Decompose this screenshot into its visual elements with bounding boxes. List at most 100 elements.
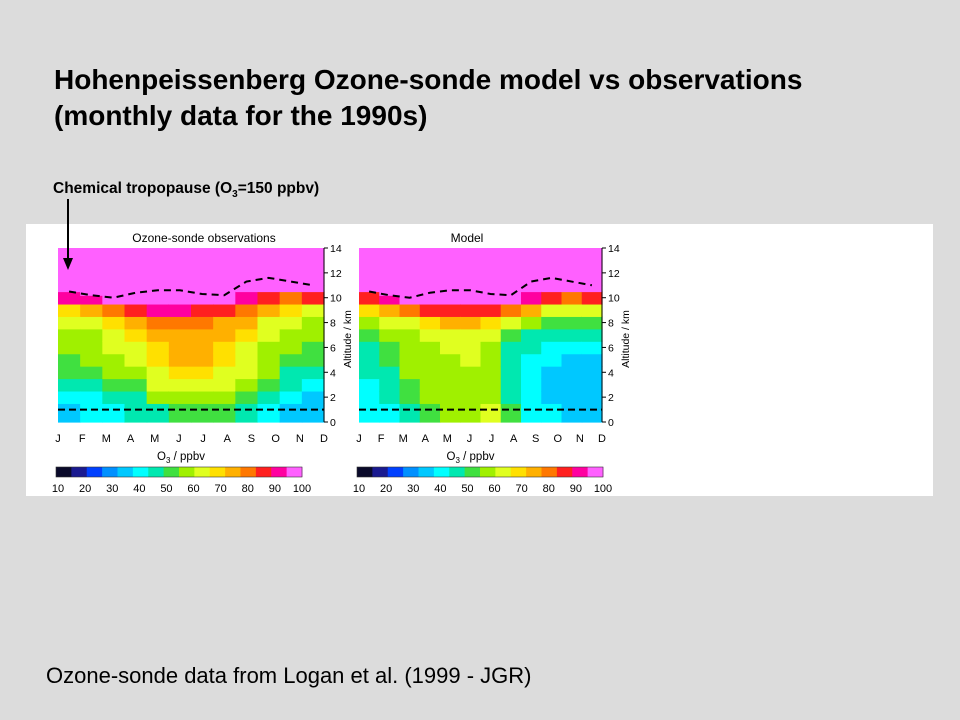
x-axis-label-post: / ppbv [460,451,495,463]
heatmap-cell [146,341,170,355]
colorbar-tick-label: 90 [269,483,281,495]
x-tick-label: J [356,433,362,445]
x-axis-label-post: / ppbv [170,451,205,463]
x-tick-label: M [443,433,452,445]
heatmap-cells [58,248,325,423]
heatmap-cell [480,353,502,367]
heatmap-cell [440,303,461,317]
y-tick-label: 8 [330,318,336,330]
colorbar-swatch [240,467,257,477]
heatmap-cell [440,390,461,404]
heatmap-cell [359,316,380,330]
heatmap-cell [80,390,103,404]
heatmap-cell [359,328,380,342]
heatmap-cell [213,366,236,380]
y-tick-label: 2 [330,392,336,404]
heatmap-cell [257,277,281,293]
heatmap-cell [80,403,103,423]
heatmap-cell [399,378,421,392]
heatmap-cell [213,341,236,355]
heatmap-cell [58,341,81,355]
x-tick-label: M [150,433,159,445]
heatmap-cell [301,316,325,330]
heatmap-cell [379,378,401,392]
heatmap-cell [168,366,192,380]
heatmap-cell [168,328,192,342]
figure-canvas: Ozone-sonde observations 0 2 4 6 8 10 12 14 Altit… [52,231,632,495]
colorbar-swatch [132,467,149,477]
colorbar-swatch [179,467,195,477]
x-tick-label: S [532,433,539,445]
heatmap-cell [279,378,303,392]
heatmap-cell [521,378,542,392]
stratosphere-cell [379,248,401,296]
heatmap-cell [521,316,542,330]
y-tick-label: 0 [330,417,336,429]
heatmap-cell [124,303,148,317]
y-tick-label: 8 [608,318,614,330]
colorbar-swatch [449,467,466,477]
heatmap-cell [235,366,259,380]
heatmap-cell [80,316,103,330]
heatmap-cell [581,328,603,342]
stratosphere-cell [301,248,325,286]
heatmap-cell [168,390,192,404]
x-tick-label: D [320,433,328,445]
x-axis-label-pre: O [157,451,166,463]
heatmap-cell [191,316,214,330]
x-axis-label-pre: O [447,451,456,463]
heatmap-cell [235,291,259,305]
heatmap-cell [399,328,421,342]
heatmap-cell [124,366,148,380]
heatmap-cell [500,303,522,317]
y-tick-label: 6 [330,342,336,354]
heatmap-cell [379,295,401,305]
heatmap-cell [146,303,170,317]
colorbar-frame [356,466,604,478]
heatmap-cell [561,316,583,330]
heatmap-cell [235,328,259,342]
heatmap-cell [301,353,325,367]
stratosphere-cell [191,248,214,295]
x-tick-label: A [127,433,135,445]
stratosphere-cell [561,248,583,283]
heatmap-cell [460,328,482,342]
heatmap-cell [58,390,81,404]
heatmap-cell [521,341,542,355]
heatmap-cell [480,390,502,404]
heatmap-cell [460,353,482,367]
colorbar-swatch [464,467,481,477]
heatmap-cell [235,281,259,293]
heatmap-cell [541,378,563,392]
heatmap-cell [102,353,126,367]
heatmap-cell [480,366,502,380]
colorbar-tick-label: 50 [461,483,473,495]
heatmap-cell [146,291,170,305]
figure-panel: Ozone-sonde observations 0 2 4 6 8 10 12 14 Altit… [26,224,933,496]
heatmap-cell [359,366,380,380]
x-tick-label: J [176,433,182,445]
chart-title: Model [451,231,484,245]
heatmap-cell [213,328,236,342]
heatmap-cell [191,366,214,380]
heatmap-cell [235,353,259,367]
colorbar-swatch [225,467,241,477]
heatmap-cell [102,303,126,317]
heatmap-cell [500,328,522,342]
heatmap-cell [379,366,401,380]
stratosphere-cell [168,248,192,291]
heatmap-cell [279,390,303,404]
heatmap-cell [581,303,603,317]
heatmap-cell [581,341,603,355]
colorbar-tick-label: 30 [407,483,419,495]
heatmap-cell [124,403,148,423]
heatmap-cell [58,403,81,423]
chart-panel-2: Model 0 2 4 6 8 10 12 14 Altitude / km J F M A M J J A S O N… [353,231,632,495]
heatmap-cell [359,303,380,317]
x-tick-label: A [224,433,232,445]
heatmap-cell [419,303,441,317]
heatmap-cell [58,366,81,380]
heatmap-cell [521,353,542,367]
heatmap-cell [58,328,81,342]
stratosphere-cell [541,248,563,279]
